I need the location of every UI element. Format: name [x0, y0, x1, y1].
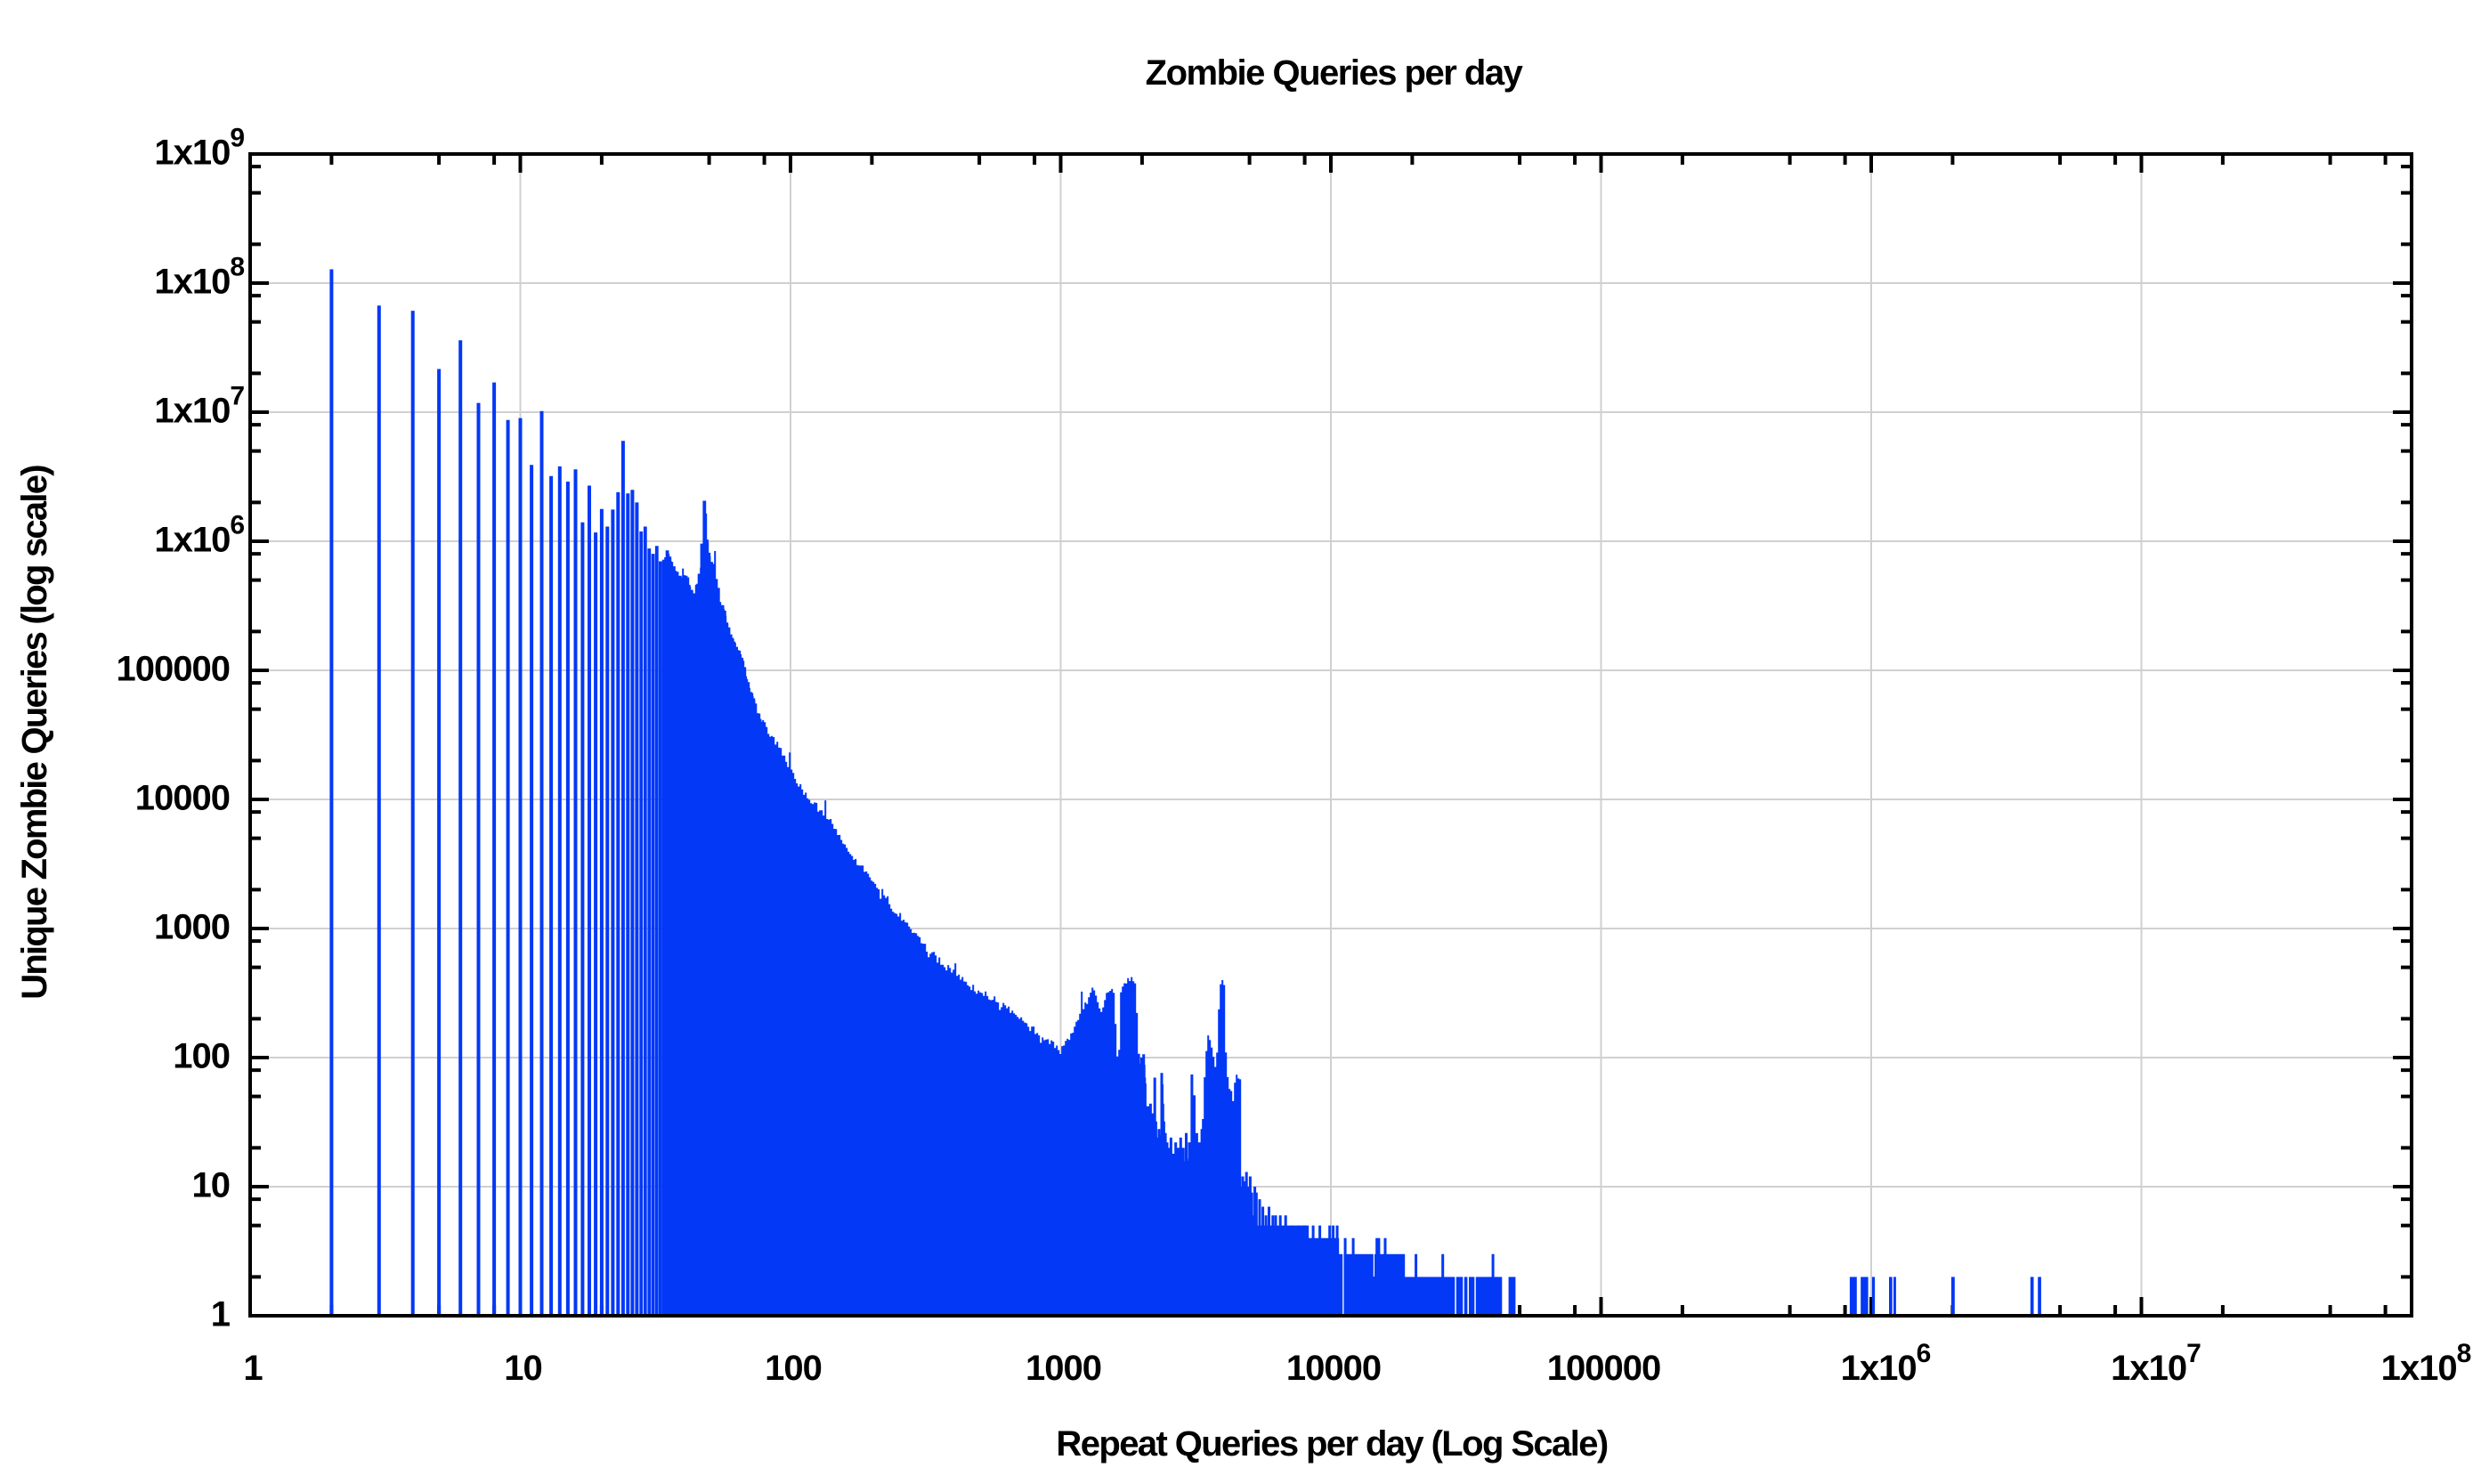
- svg-text:1: 1: [243, 1349, 263, 1388]
- svg-text:100000: 100000: [1547, 1349, 1660, 1388]
- svg-text:Zombie Queries per day: Zombie Queries per day: [1146, 53, 1524, 93]
- svg-text:10: 10: [192, 1166, 231, 1205]
- svg-text:10000: 10000: [1286, 1349, 1381, 1388]
- svg-text:Repeat Queries per day (Log Sc: Repeat Queries per day (Log Scale): [1056, 1424, 1607, 1464]
- svg-text:Unique Zombie Queries (log sca: Unique Zombie Queries (log scale): [15, 466, 54, 1000]
- svg-text:100: 100: [173, 1037, 230, 1076]
- svg-text:10000: 10000: [135, 779, 230, 818]
- svg-text:1000: 1000: [1026, 1349, 1101, 1388]
- svg-text:100000: 100000: [117, 650, 230, 689]
- svg-text:1: 1: [211, 1295, 231, 1334]
- svg-text:1000: 1000: [154, 908, 230, 947]
- svg-text:10: 10: [504, 1349, 542, 1388]
- svg-text:100: 100: [765, 1349, 822, 1388]
